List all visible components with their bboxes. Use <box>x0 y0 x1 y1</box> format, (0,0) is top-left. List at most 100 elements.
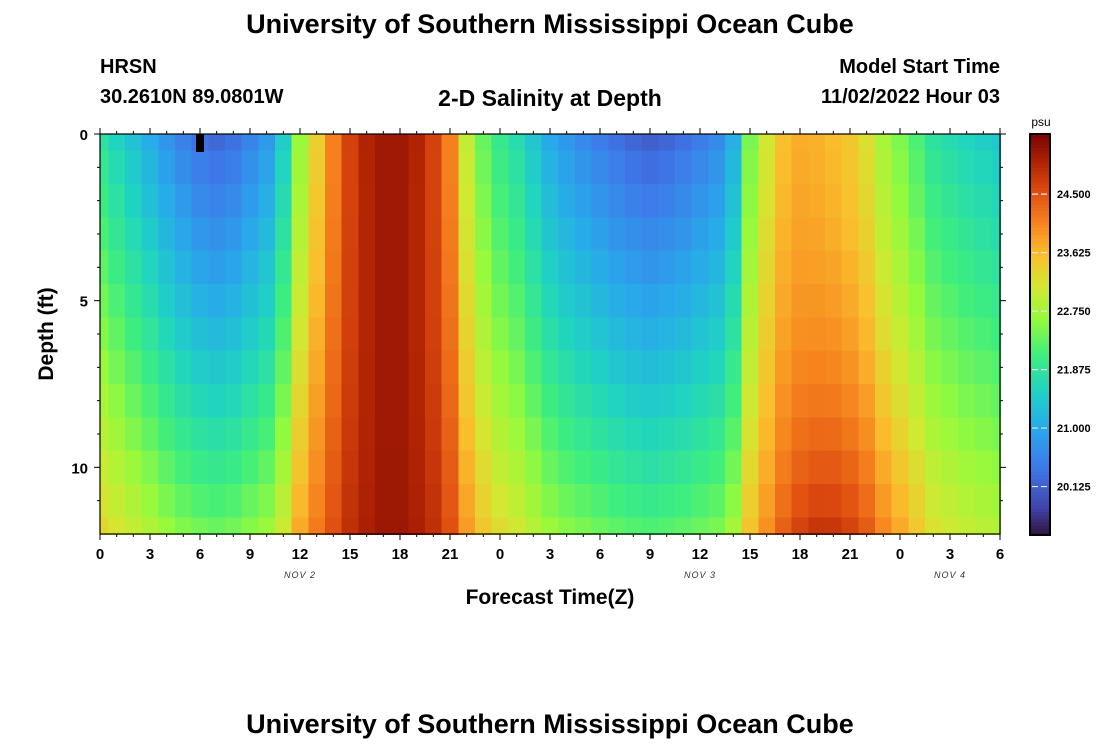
heatmap-cell <box>108 450 126 485</box>
heatmap-cell <box>858 250 876 285</box>
colorbar-segment <box>1030 134 1050 138</box>
heatmap-cell <box>441 417 460 452</box>
colorbar-segment <box>1030 260 1050 265</box>
colorbar-segment <box>1030 458 1050 463</box>
x-tick-label: 6 <box>596 546 604 563</box>
colorbar-segment <box>1030 354 1050 359</box>
heatmap-cell <box>708 317 726 352</box>
heatmap-cell <box>708 384 726 419</box>
colorbar-segment <box>1030 468 1050 473</box>
heatmap-cell <box>691 450 710 485</box>
heatmap-cell <box>958 317 976 352</box>
heatmap-cell <box>575 184 593 219</box>
heatmap-cell <box>291 450 310 485</box>
heatmap-cell <box>425 450 443 485</box>
heatmap-cell <box>625 184 643 219</box>
x-tick-label: 12 <box>692 546 709 563</box>
heatmap-cell <box>275 417 293 452</box>
colorbar-segment <box>1030 247 1050 252</box>
heatmap-cell <box>608 484 626 519</box>
heatmap-cell <box>791 484 810 519</box>
heatmap-cell <box>175 150 193 185</box>
heatmap-cell <box>325 284 343 319</box>
heatmap-cell <box>741 317 760 352</box>
heatmap-cell <box>658 350 676 385</box>
heatmap-cell <box>391 284 410 319</box>
heatmap-cell <box>975 417 993 452</box>
heatmap-cell <box>708 517 726 535</box>
heatmap-cell <box>458 350 476 385</box>
colorbar-segment <box>1030 200 1050 205</box>
heatmap-cell <box>341 384 360 419</box>
heatmap-cell <box>858 184 876 219</box>
colorbar-segment <box>1030 431 1050 436</box>
heatmap-cell <box>275 250 293 285</box>
heatmap-cell <box>891 517 910 535</box>
heatmap-cell <box>891 150 910 185</box>
heatmap-cell <box>975 517 993 535</box>
heatmap-cell <box>100 450 110 485</box>
y-tick-label: 0 <box>80 127 88 144</box>
heatmap-cell <box>508 317 526 352</box>
x-tick-label: 15 <box>342 546 359 563</box>
model-start-value: 11/02/2022 Hour 03 <box>820 86 1000 108</box>
heatmap-cell <box>491 384 510 419</box>
heatmap-cell <box>841 484 860 519</box>
station-coordinates: 30.2610N 89.0801W <box>100 86 284 108</box>
heatmap-cell <box>725 384 743 419</box>
colorbar-segment <box>1030 394 1050 399</box>
heatmap-cell <box>541 250 560 285</box>
heatmap-cell <box>575 134 593 152</box>
heatmap-cell <box>991 417 1001 452</box>
heatmap-cell <box>391 484 410 519</box>
heatmap-cell <box>175 284 193 319</box>
colorbar-segment <box>1030 498 1050 503</box>
heatmap-cell <box>291 134 310 152</box>
colorbar-tick-label: 21.875 <box>1057 365 1091 377</box>
heatmap-cell <box>508 484 526 519</box>
heatmap-cell <box>975 384 993 419</box>
heatmap-cell <box>325 134 343 152</box>
heatmap-cell <box>241 184 260 219</box>
heatmap-cell <box>858 417 876 452</box>
heatmap-cell <box>558 184 576 219</box>
heatmap-cell <box>875 184 893 219</box>
heatmap-cell <box>341 484 360 519</box>
heatmap-cell <box>875 350 893 385</box>
heatmap-cell <box>891 184 910 219</box>
heatmap-cell <box>558 417 576 452</box>
heatmap-cell <box>308 450 326 485</box>
heatmap-cell <box>175 484 193 519</box>
heatmap-cell <box>558 217 576 252</box>
colorbar-segment <box>1030 528 1050 533</box>
heatmap-cell <box>891 250 910 285</box>
heatmap-cell <box>825 184 843 219</box>
colorbar-segment <box>1030 448 1050 453</box>
heatmap-cell <box>591 184 610 219</box>
x-tick-label: 6 <box>196 546 204 563</box>
colorbar-segment <box>1030 324 1050 329</box>
y-axis-label: Depth (ft) <box>35 287 58 380</box>
heatmap-cell <box>741 134 760 152</box>
colorbar-segment <box>1030 441 1050 446</box>
colorbar-segment <box>1030 190 1050 195</box>
heatmap-cell <box>841 417 860 452</box>
heatmap-cell <box>858 317 876 352</box>
heatmap-cell <box>391 150 410 185</box>
heatmap-cell <box>425 250 443 285</box>
heatmap-cell <box>608 217 626 252</box>
heatmap-cell <box>691 517 710 535</box>
colorbar-segment <box>1030 408 1050 412</box>
heatmap-cell <box>675 217 693 252</box>
colorbar-segment <box>1030 301 1050 306</box>
heatmap-cell <box>591 150 610 185</box>
heatmap-cell <box>141 517 160 535</box>
colorbar-segment <box>1030 387 1050 392</box>
heatmap-cell <box>258 284 276 319</box>
heatmap-cell <box>908 217 926 252</box>
heatmap-cell <box>741 450 760 485</box>
x-tick-label: 21 <box>442 546 459 563</box>
heatmap-cell <box>575 384 593 419</box>
heatmap-cell <box>991 250 1001 285</box>
heatmap-cell <box>475 450 493 485</box>
